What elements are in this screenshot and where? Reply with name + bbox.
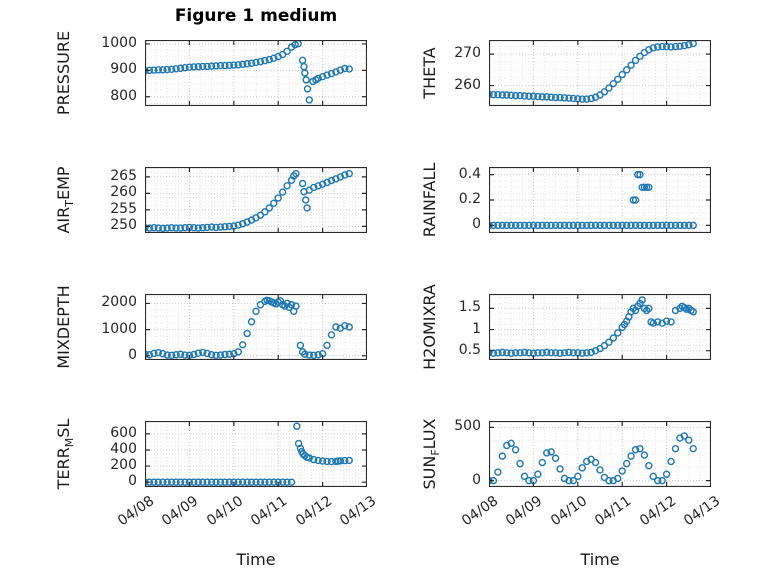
y-tick-label: 0 [472,471,481,488]
x-tick-label: 04/09 [503,493,546,530]
y-axis-label-pressure: PRESSURE [53,30,73,116]
y-tick-label: 800 [110,87,137,104]
y-tick-label: 500 [454,418,481,435]
y-tick-label: 400 [110,440,137,457]
plot-canvas-airtemp [145,167,367,233]
y-tick-label: 900 [110,61,137,78]
y-axis-label-airtemp: AIRTEMP [53,166,77,234]
x-axis-label-left: Time [236,550,276,569]
x-tick-label: 04/08 [114,493,158,530]
x-tick-label: 04/08 [458,493,502,530]
x-tick-label: 04/10 [547,493,590,530]
y-tick-label: 270 [454,45,481,62]
y-tick-label: 0 [128,473,137,490]
plot-canvas-rainfall [489,167,711,233]
plot-canvas-sunflux [489,421,711,487]
y-tick-label: 1000 [101,34,137,51]
x-axis-label-right: Time [580,550,620,569]
x-tick-label: 04/11 [592,493,635,530]
y-tick-label: 1.5 [458,299,481,316]
plot-canvas-mixdepth [145,294,367,360]
plot-canvas-theta [489,40,711,106]
x-tick-label: 04/13 [680,493,724,530]
x-tick-label: 04/13 [336,493,380,530]
y-tick-label: 1000 [101,320,137,337]
y-tick-label: 1 [472,320,481,337]
plot-canvas-pressure [145,40,367,106]
x-tick-label: 04/10 [203,493,246,530]
y-tick-label: 250 [110,217,137,234]
y-axis-label-terrmsl: TERRMSL [53,418,77,490]
y-tick-label: 260 [454,76,481,93]
y-tick-label: 0 [128,346,137,363]
y-tick-label: 200 [110,457,137,474]
y-tick-label: 0 [472,216,481,233]
y-tick-label: 265 [110,167,137,184]
y-tick-label: 0.2 [458,191,481,207]
x-tick-label: 04/11 [248,493,291,530]
x-tick-label: 04/12 [292,493,335,530]
y-tick-label: 2000 [101,294,137,311]
y-tick-label: 0.5 [458,341,481,358]
x-tick-label: 04/09 [159,493,202,530]
y-tick-label: 255 [110,200,137,217]
plot-canvas-terrmsl [145,421,367,487]
y-tick-label: 260 [110,184,137,201]
y-tick-label: 0.4 [458,165,481,182]
y-tick-label: 600 [110,424,137,441]
figure-title: Figure 1 medium [174,6,338,26]
plot-canvas-sunflux-placeholder-h2omixra [489,294,711,360]
y-axis-label-mixdepth: MIXDEPTH [53,285,73,369]
x-tick-label: 04/12 [636,493,679,530]
